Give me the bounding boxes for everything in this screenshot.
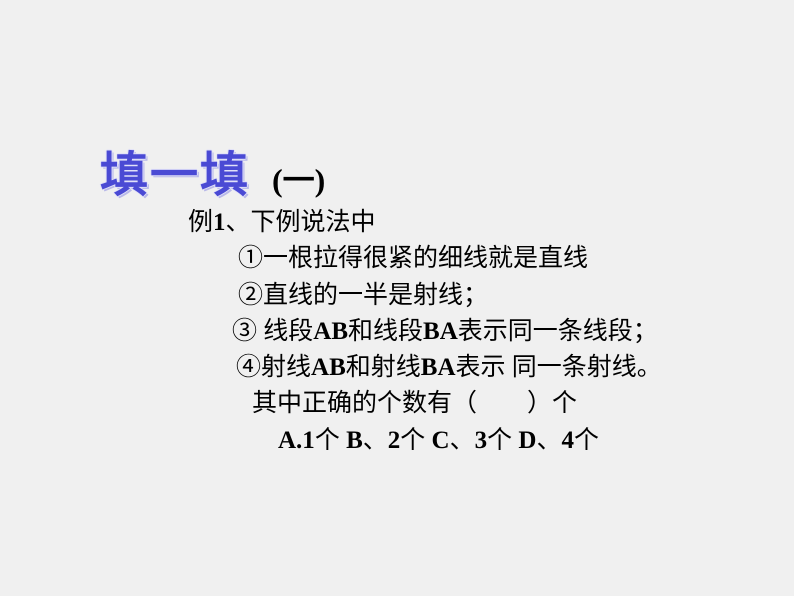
line-question: 其中正确的个数有（ ）个	[188, 386, 662, 422]
ch-bt: 、	[363, 427, 388, 454]
line-opt4: ④射线AB和射线BA表示 同一条射线。	[188, 350, 662, 386]
ch-du: 个	[574, 427, 599, 454]
line-opt1: ①一根拉得很紧的细线就是直线	[188, 241, 662, 277]
ch-cu: 个	[487, 427, 512, 454]
ch-ct: 、	[450, 427, 475, 454]
title-main: 填一填	[100, 135, 250, 205]
ch-dn: 4	[561, 427, 574, 454]
content-block: 例1、下例说法中 ①一根拉得很紧的细线就是直线 ②直线的一半是射线； ③ 线段A…	[188, 205, 662, 459]
l5-p2: 和射线	[346, 354, 421, 381]
l4-ba: BA	[423, 318, 458, 345]
l1-num: 1	[213, 209, 226, 236]
ch-d: D	[512, 427, 536, 454]
l4-p1: ③ 线段	[232, 318, 313, 345]
line-choices: A.1个 B、2个 C、3个 D、4个	[188, 423, 662, 459]
ch-cn: 3	[475, 427, 488, 454]
ch-dt: 、	[536, 427, 561, 454]
l5-ba: BA	[421, 354, 456, 381]
line-opt3: ③ 线段AB和线段BA表示同一条线段；	[188, 314, 662, 350]
line-opt2: ②直线的一半是射线；	[188, 278, 662, 314]
l1-prefix: 例	[188, 209, 213, 236]
l5-p3: 表示 同一条射线。	[456, 354, 662, 381]
ch-a: A.1	[278, 427, 315, 454]
l4-p3: 表示同一条线段；	[458, 318, 658, 345]
ch-bu: 个	[400, 427, 425, 454]
line-example: 例1、下例说法中	[188, 205, 662, 241]
l4-p2: 和线段	[348, 318, 423, 345]
ch-b: B	[340, 427, 363, 454]
ch-c: C	[425, 427, 449, 454]
l5-ab: AB	[311, 354, 346, 381]
ch-at: 个	[315, 427, 340, 454]
title-sub: (一)	[272, 155, 325, 201]
ch-bn: 2	[388, 427, 401, 454]
l5-p1: ④射线	[236, 354, 311, 381]
title-row: 填一填 (一)	[100, 135, 325, 205]
l1-suffix: 、下例说法中	[226, 209, 376, 236]
l4-ab: AB	[313, 318, 348, 345]
